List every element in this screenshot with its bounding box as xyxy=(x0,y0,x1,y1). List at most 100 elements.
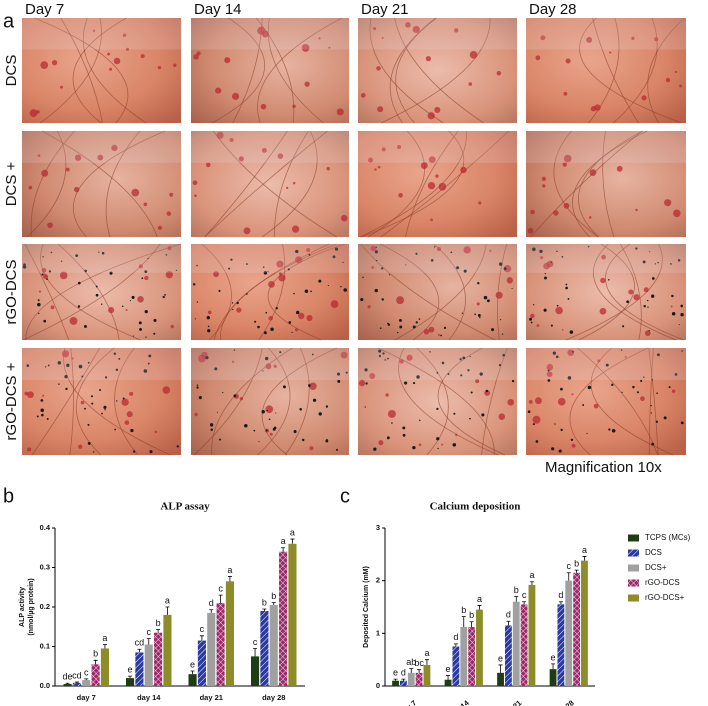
particle xyxy=(340,285,342,288)
particle xyxy=(93,451,95,453)
particle xyxy=(499,319,502,321)
legend-swatch xyxy=(628,564,639,572)
y-tick-label: 0.4 xyxy=(40,523,51,532)
particle xyxy=(87,442,91,445)
particle xyxy=(265,311,268,314)
spot xyxy=(207,310,212,315)
particle xyxy=(681,350,683,352)
particle xyxy=(43,319,47,323)
spot xyxy=(122,33,127,37)
particle xyxy=(555,355,559,359)
particle xyxy=(556,304,559,307)
spot xyxy=(455,433,458,437)
panel-label: a xyxy=(3,10,15,32)
particle xyxy=(47,364,50,367)
particle xyxy=(530,321,533,324)
particle xyxy=(479,372,483,376)
bar xyxy=(188,674,197,686)
particle xyxy=(41,413,44,417)
spot xyxy=(571,443,576,448)
significance-letter: e xyxy=(551,652,556,662)
spot xyxy=(628,289,634,295)
spot xyxy=(358,380,366,387)
spot xyxy=(216,131,224,139)
particle xyxy=(461,312,464,314)
particle xyxy=(412,382,416,385)
vein xyxy=(380,130,510,238)
spot xyxy=(231,92,240,100)
particle xyxy=(453,412,456,415)
row-label: DCS xyxy=(3,55,20,87)
significance-letter: b xyxy=(469,610,474,620)
spot xyxy=(635,208,638,212)
particle xyxy=(236,301,239,305)
particle xyxy=(560,387,563,391)
error-bar xyxy=(165,606,170,615)
particle xyxy=(443,326,447,329)
micrograph xyxy=(526,17,686,124)
vein xyxy=(398,347,499,456)
spot xyxy=(427,112,435,120)
spot xyxy=(532,415,541,424)
particle xyxy=(270,327,274,331)
particle xyxy=(222,391,224,394)
spot xyxy=(65,167,70,172)
micrograph-bg xyxy=(191,131,349,237)
particle xyxy=(196,384,199,386)
spot xyxy=(47,222,53,229)
significance-letter: e xyxy=(128,665,133,675)
particle xyxy=(293,430,297,434)
particle xyxy=(364,406,366,408)
spot xyxy=(423,329,430,335)
significance-letter: a xyxy=(102,633,107,643)
error-bar xyxy=(469,621,474,628)
particle xyxy=(611,428,616,433)
error-bar xyxy=(128,675,133,679)
bar xyxy=(154,632,163,686)
spot xyxy=(398,192,403,198)
spot xyxy=(231,360,235,363)
x-tick-label: Day 7 xyxy=(397,698,418,706)
particle xyxy=(118,357,121,360)
significance-letter: a xyxy=(529,570,534,580)
spot xyxy=(157,65,162,70)
column-label: Day 28 xyxy=(529,1,577,18)
vein xyxy=(211,17,265,124)
vein xyxy=(648,347,659,456)
spot xyxy=(435,174,439,178)
particle xyxy=(479,316,481,319)
particle xyxy=(375,246,377,249)
spot xyxy=(291,225,300,233)
spot xyxy=(506,277,513,284)
spot xyxy=(36,110,40,114)
spot xyxy=(165,271,173,279)
particle xyxy=(228,267,231,270)
spot xyxy=(294,328,299,332)
particle xyxy=(246,293,248,295)
spot xyxy=(441,443,444,446)
bar xyxy=(476,609,483,686)
particle xyxy=(37,299,40,302)
spot xyxy=(276,260,284,268)
haze xyxy=(526,18,686,50)
particle xyxy=(656,392,658,394)
bar xyxy=(225,581,234,686)
spot xyxy=(381,36,384,39)
significance-letter: d xyxy=(506,610,511,620)
haze xyxy=(22,244,181,273)
spot xyxy=(536,324,540,327)
haze xyxy=(358,131,517,163)
spot xyxy=(59,271,68,280)
vein xyxy=(261,130,318,238)
particle xyxy=(481,413,485,417)
significance-letter: c xyxy=(522,590,527,600)
spot xyxy=(198,354,206,363)
particle xyxy=(282,385,286,389)
vein xyxy=(437,347,506,456)
spot xyxy=(213,271,219,278)
particle xyxy=(263,271,268,275)
particle xyxy=(501,333,504,335)
vein xyxy=(72,17,127,124)
spot xyxy=(306,314,313,322)
particle xyxy=(266,409,268,412)
